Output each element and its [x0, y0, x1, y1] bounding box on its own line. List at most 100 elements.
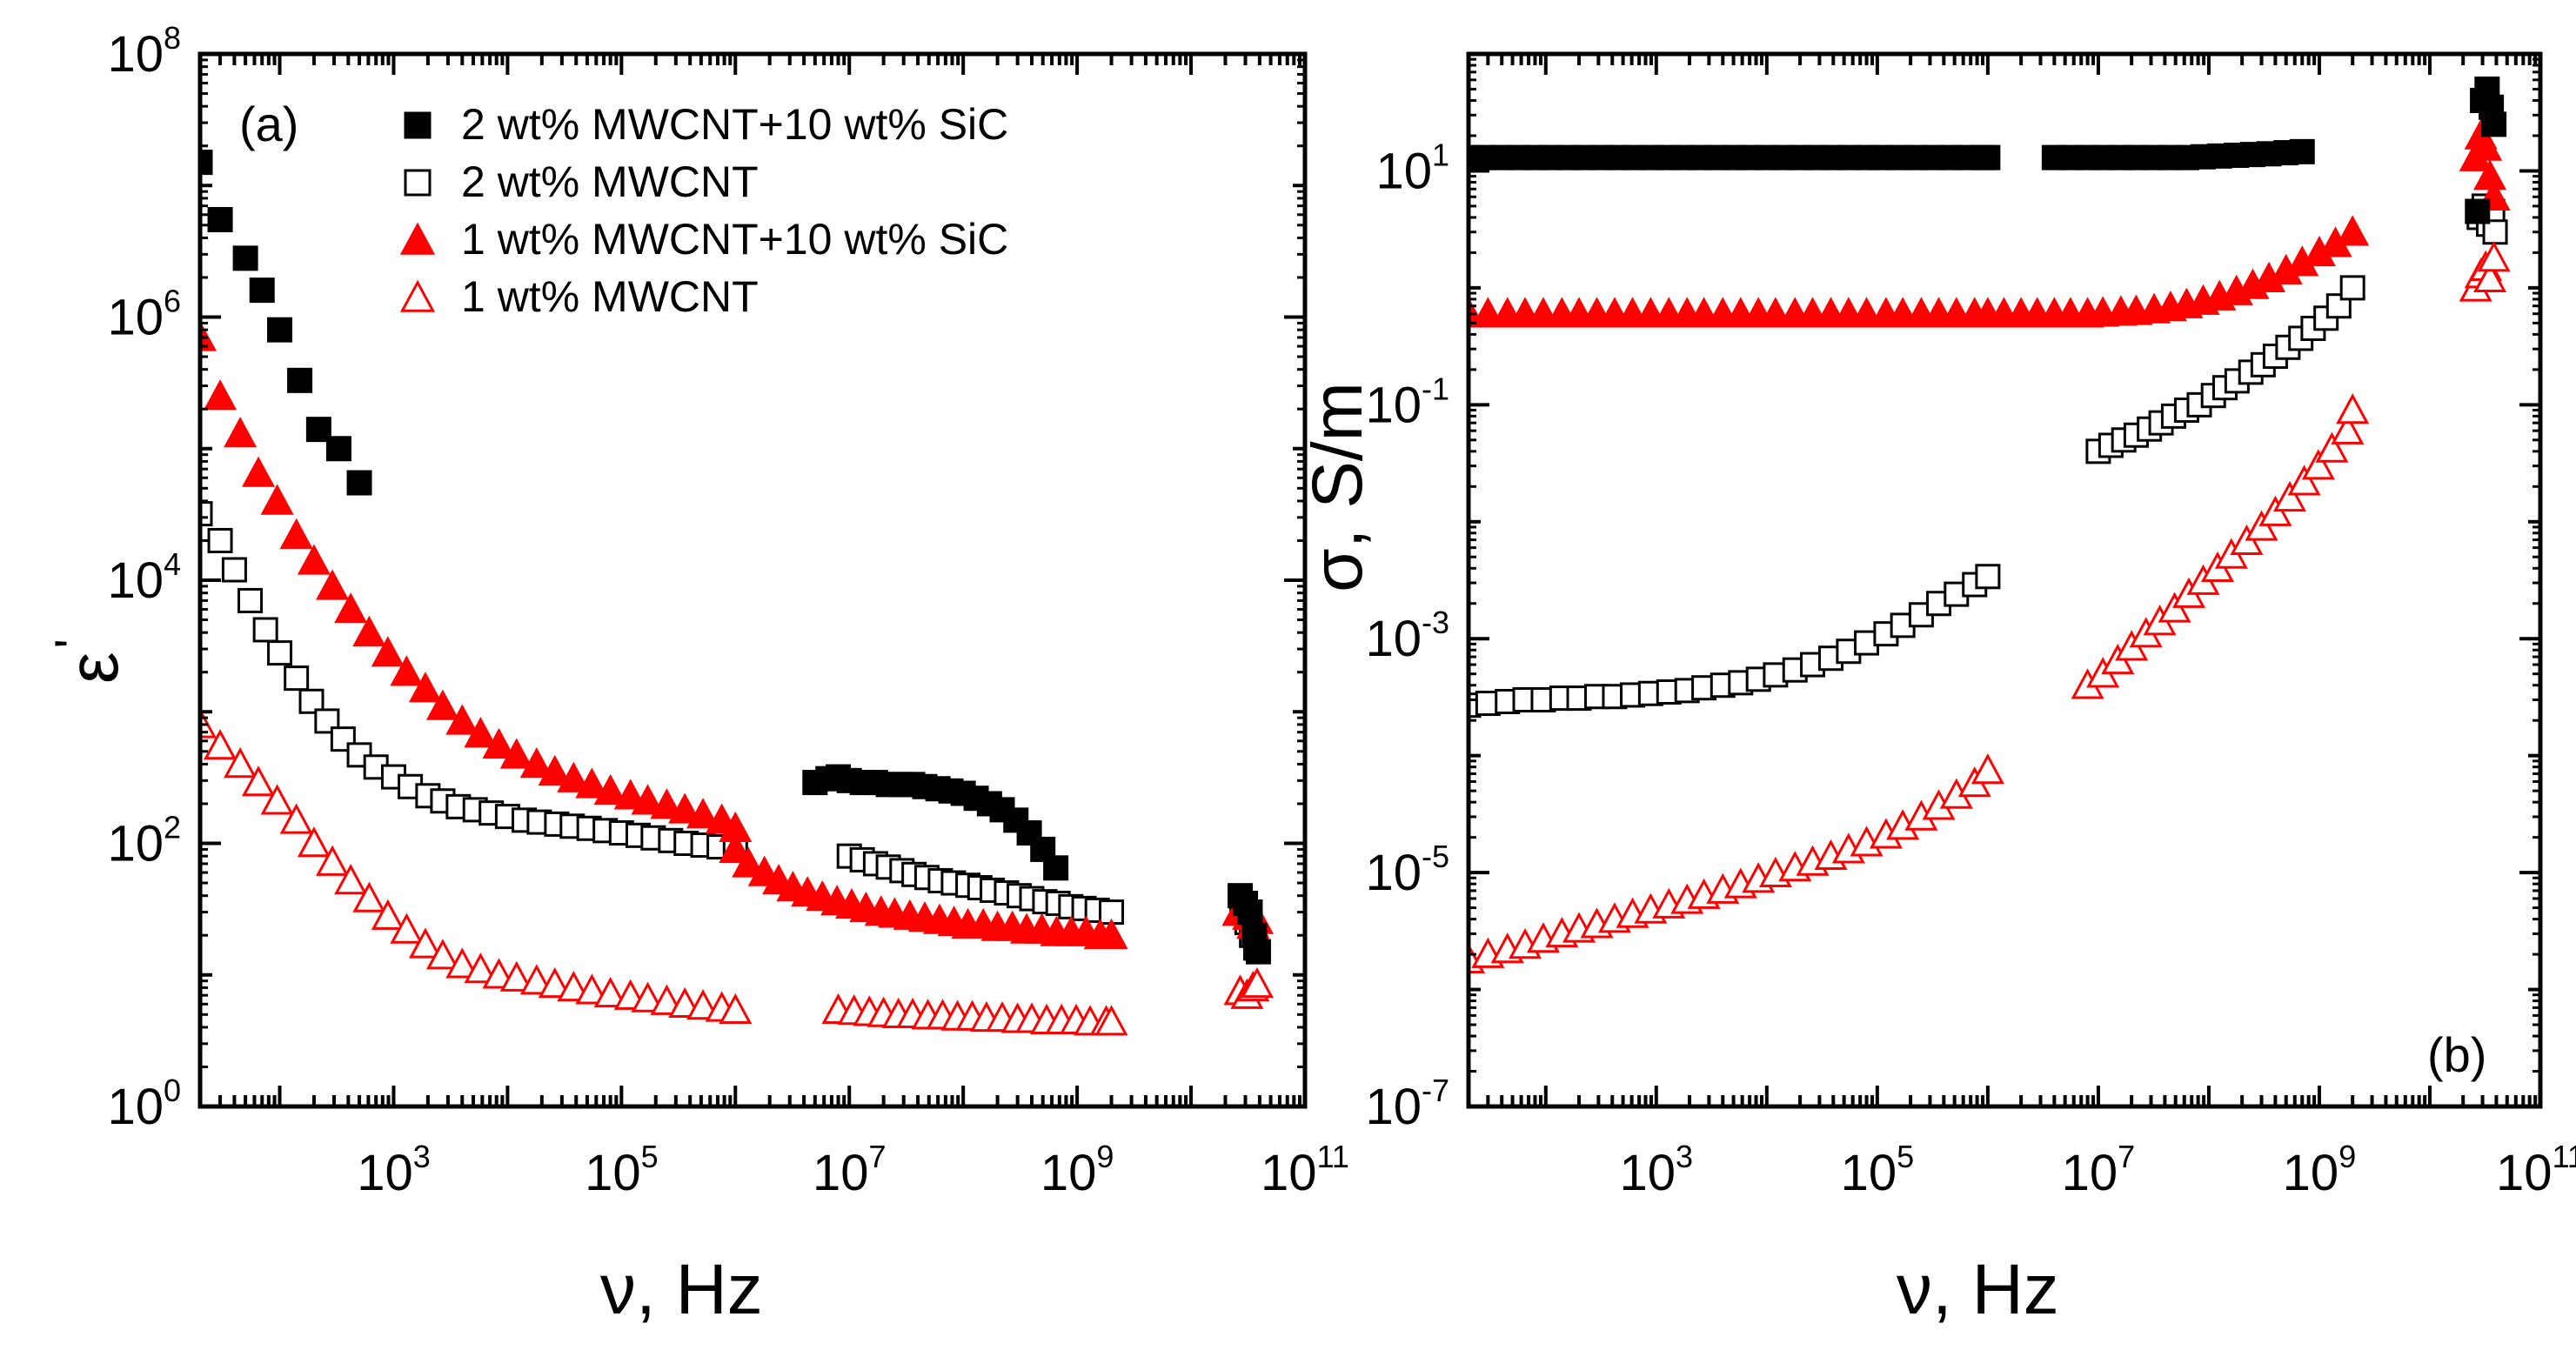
x-tick-label: 103: [357, 1139, 431, 1201]
data-point: [2301, 449, 2335, 480]
data-point: [2272, 480, 2306, 512]
data-point: [2469, 130, 2503, 161]
y-tick-label: 101: [1375, 137, 1449, 199]
data-point: [1237, 899, 1263, 926]
data-point: [2339, 275, 2365, 301]
x-tick-label: 1011: [1261, 1139, 1349, 1201]
legend-label: 1 wt% MWCNT+10 wt% SiC: [461, 215, 1008, 264]
panel-a-data-layer: [200, 150, 1274, 1036]
x-axis-symbol: ν: [600, 1250, 636, 1329]
x-tick-label: 109: [2283, 1139, 2357, 1201]
y-tick-label: 10-3: [1365, 605, 1449, 667]
data-point: [2477, 241, 2511, 272]
data-point: [1094, 918, 1128, 949]
series-1-wt-mwcnt-10-wt-sic: [200, 320, 1274, 949]
data-point: [538, 967, 572, 999]
x-axis-symbol: ν: [1897, 1250, 1932, 1329]
legend-marker: [399, 222, 436, 255]
data-point: [1043, 855, 1069, 881]
x-axis-unit: , Hz: [636, 1250, 763, 1329]
y-tick-label: 10-7: [1365, 1073, 1449, 1135]
data-point: [279, 803, 313, 834]
y-tick-label: 10-1: [1365, 371, 1449, 433]
data-point: [249, 277, 275, 304]
data-point: [224, 747, 258, 779]
legend-marker: [399, 279, 436, 312]
legend-item: 2 wt% MWCNT+10 wt% SiC: [404, 100, 1008, 149]
x-tick-label: 105: [585, 1139, 659, 1201]
legend-item: 1 wt% MWCNT: [399, 272, 759, 321]
data-point: [499, 960, 533, 992]
data-point: [252, 617, 278, 643]
data-point: [650, 984, 684, 1015]
data-point: [334, 592, 368, 624]
data-point: [464, 953, 498, 984]
data-point: [297, 826, 331, 858]
svg-text:ε': ε': [44, 638, 133, 684]
y-axis-prime: ': [44, 638, 103, 648]
panel-b-ticks: 103 105 107 109 1011 10-7 10-5 10-3 10-1 101: [1365, 52, 2576, 1201]
data-point: [2331, 413, 2365, 445]
data-point: [238, 587, 264, 613]
panel-b-plot-frame: [1466, 51, 2543, 1109]
y-tick-label: 102: [107, 810, 181, 872]
x-tick-label: 103: [1620, 1139, 1694, 1201]
legend-item: 2 wt% MWCNT: [404, 157, 759, 206]
data-point: [519, 747, 553, 779]
data-point: [2315, 431, 2349, 463]
panel-a-plot-frame: [197, 51, 1308, 1109]
data-point: [575, 767, 609, 799]
panel-b-x-axis-title: ν, Hz: [1897, 1250, 2059, 1329]
data-point: [242, 765, 276, 797]
legend-marker: [404, 111, 432, 139]
x-tick-label: 105: [1841, 1139, 1915, 1201]
data-point: [267, 317, 293, 343]
series-2-wt-mwcnt-10-wt-sic: [200, 150, 1271, 965]
data-point: [390, 655, 424, 686]
data-point: [267, 640, 293, 666]
panel-a-label: (a): [239, 97, 298, 151]
data-point: [557, 971, 591, 1002]
panel-b-y-axis-title: σ, S/m: [1298, 382, 1377, 592]
legend: 2 wt% MWCNT+10 wt% SiC 2 wt% MWCNT 1 wt% M…: [399, 100, 1008, 321]
y-tick-label: 104: [107, 546, 181, 609]
data-point: [371, 636, 405, 667]
data-point: [408, 672, 442, 703]
data-point: [242, 456, 276, 487]
data-point: [499, 738, 533, 769]
legend-marker: [404, 169, 432, 197]
data-point: [2245, 510, 2278, 541]
panel-b-data-layer: [1469, 76, 2511, 973]
data-point: [2336, 215, 2370, 246]
data-point: [284, 665, 310, 692]
panel-a-y-axis-title: ε': [44, 638, 133, 684]
series-1-wt-mwcnt: [200, 707, 1274, 1036]
data-point: [575, 973, 609, 1005]
data-point: [668, 792, 702, 824]
data-point: [482, 727, 516, 759]
data-point: [390, 912, 424, 944]
data-point: [2289, 138, 2315, 164]
data-point: [204, 729, 238, 760]
x-tick-label: 107: [813, 1139, 887, 1201]
data-point: [557, 761, 591, 792]
data-point: [200, 150, 213, 176]
data-point: [2465, 198, 2491, 224]
legend-label: 2 wt% MWCNT+10 wt% SiC: [461, 100, 1008, 149]
y-tick-label: 106: [107, 284, 181, 346]
y-tick-label: 100: [107, 1073, 181, 1135]
series-1-wt-mwcnt: [1469, 241, 2511, 973]
data-point: [260, 784, 294, 815]
data-point: [631, 981, 665, 1013]
data-point: [538, 754, 572, 785]
data-point: [1850, 297, 1883, 328]
data-point: [2336, 393, 2370, 424]
data-point: [613, 779, 647, 810]
data-point: [2482, 219, 2508, 245]
data-point: [207, 207, 233, 233]
panel-a-x-axis-title: ν, Hz: [600, 1250, 763, 1329]
y-axis-symbol: ε: [54, 652, 133, 684]
series-1-wt-mwcnt-10-wt-sic: [1469, 118, 2511, 328]
